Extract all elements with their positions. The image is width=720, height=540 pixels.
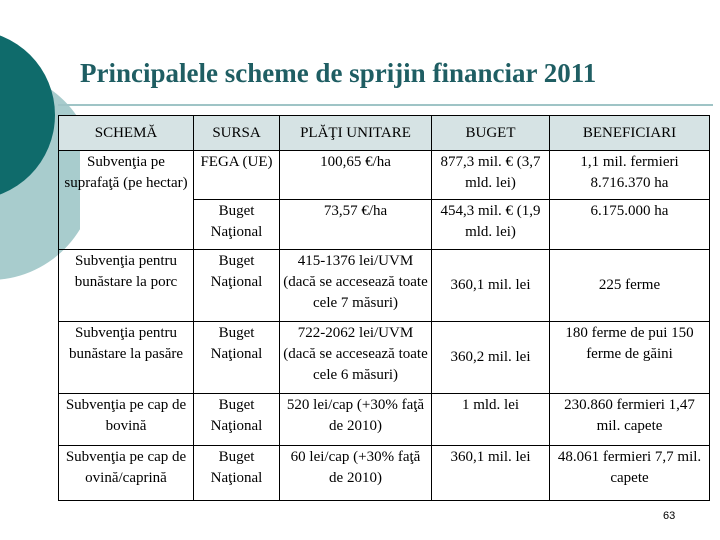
header-cell-plati: PLĂŢI UNITARE bbox=[279, 115, 432, 151]
cell-schema: Subvenţia pentru bunăstare la pasăre bbox=[58, 321, 194, 394]
page-title: Principalele scheme de sprijin financiar… bbox=[80, 58, 597, 88]
cell-beneficiari: 6.175.000 ha bbox=[549, 199, 710, 250]
header-cell-beneficiari: BENEFICIARI bbox=[549, 115, 710, 151]
cell-buget: 360,1 mil. lei bbox=[431, 249, 550, 322]
header-cell-sursa: SURSA bbox=[193, 115, 280, 151]
cell-sursa: Buget Naţional bbox=[193, 199, 280, 250]
cell-buget: 1 mld. lei bbox=[431, 393, 550, 446]
table-row: Subvenţia pentru bunăstare la pasăre Bug… bbox=[58, 321, 710, 394]
cell-schema: Subvenţia pe cap de ovină/caprină bbox=[58, 445, 194, 501]
cell-buget: 877,3 mil. € (3,7 mld. lei) bbox=[431, 150, 550, 200]
table-row: Subvenţia pe cap de ovină/caprină Buget … bbox=[58, 445, 710, 501]
dark-teal-circle bbox=[0, 35, 55, 195]
support-schemes-table: SCHEMĂ SURSA PLĂŢI UNITARE BUGET BENEFIC… bbox=[58, 115, 710, 501]
header-cell-buget: BUGET bbox=[431, 115, 550, 151]
cell-schema: Subvenţia pe suprafaţă (pe hectar) bbox=[58, 150, 194, 250]
title-divider bbox=[58, 104, 713, 106]
cell-beneficiari: 225 ferme bbox=[549, 249, 710, 322]
cell-sursa: FEGA (UE) bbox=[193, 150, 280, 200]
cell-plati: 100,65 €/ha bbox=[279, 150, 432, 200]
table-row: Subvenţia pe cap de bovină Buget Naţiona… bbox=[58, 393, 710, 446]
cell-beneficiari: 1,1 mil. fermieri 8.716.370 ha bbox=[549, 150, 710, 200]
cell-plati: 73,57 €/ha bbox=[279, 199, 432, 250]
cell-sursa: Buget Naţional bbox=[193, 445, 280, 501]
cell-buget: 360,1 mil. lei bbox=[431, 445, 550, 501]
cell-beneficiari: 180 ferme de pui 150 ferme de găini bbox=[549, 321, 710, 394]
cell-plati: 415-1376 lei/UVM (dacă se accesează toat… bbox=[279, 249, 432, 322]
cell-sursa: Buget Naţional bbox=[193, 249, 280, 322]
cell-schema: Subvenţia pe cap de bovină bbox=[58, 393, 194, 446]
table-row: Buget Naţional 73,57 €/ha 454,3 mil. € (… bbox=[59, 199, 710, 250]
cell-schema: Subvenţia pentru bunăstare la porc bbox=[58, 249, 194, 322]
cell-sursa: Buget Naţional bbox=[193, 393, 280, 446]
cell-beneficiari: 48.061 fermieri 7,7 mil. capete bbox=[549, 445, 710, 501]
page-number: 63 bbox=[663, 510, 676, 522]
cell-beneficiari: 230.860 fermieri 1,47 mil. capete bbox=[549, 393, 710, 446]
table-header-row: SCHEMĂ SURSA PLĂŢI UNITARE BUGET BENEFIC… bbox=[58, 115, 710, 151]
cell-plati: 520 lei/cap (+30% faţă de 2010) bbox=[279, 393, 432, 446]
cell-plati: 722-2062 lei/UVM (dacă se accesează toat… bbox=[279, 321, 432, 394]
cell-sursa: Buget Naţional bbox=[193, 321, 280, 394]
table-row: Subvenţia pe suprafaţă (pe hectar) FEGA … bbox=[58, 150, 710, 250]
header-cell-schema: SCHEMĂ bbox=[58, 115, 194, 151]
cell-plati: 60 lei/cap (+30% faţă de 2010) bbox=[279, 445, 432, 501]
table-row: Subvenţia pentru bunăstare la porc Buget… bbox=[58, 249, 710, 322]
cell-buget: 360,2 mil. lei bbox=[431, 321, 550, 394]
cell-buget: 454,3 mil. € (1,9 mld. lei) bbox=[431, 199, 550, 250]
